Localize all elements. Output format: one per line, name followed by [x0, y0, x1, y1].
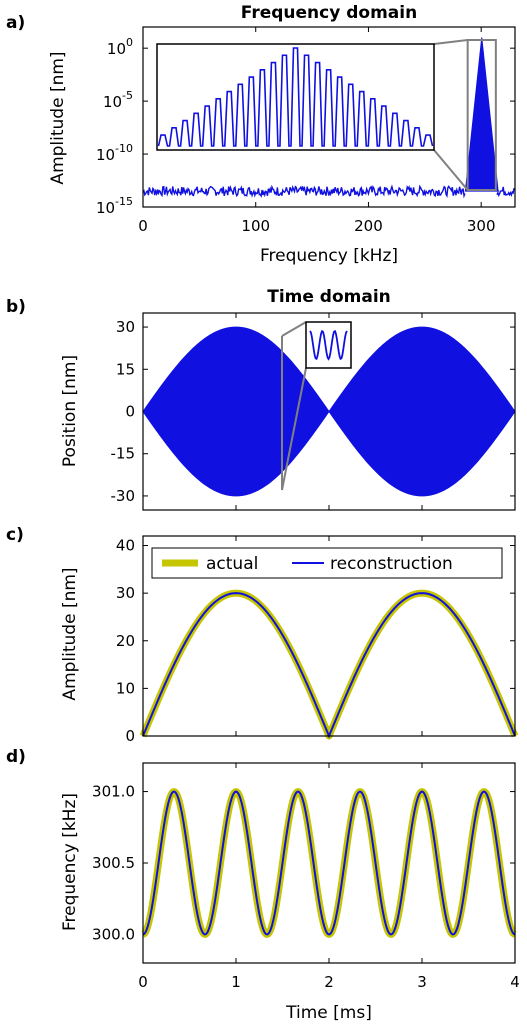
panel-d-ytick-label: 300.5: [92, 854, 135, 872]
panel-d-actual-line: [140, 788, 518, 938]
panel-b-zoom-connector: [281, 321, 307, 337]
panel-a-xtick-label: 300: [467, 217, 496, 235]
panel-a-xtick-label: 0: [138, 217, 148, 235]
panel-c-ytick-label: 30: [116, 584, 135, 602]
panel-d-reconstruction-line: [142, 790, 516, 936]
legend-reconstruction-label: reconstruction: [330, 554, 453, 574]
panel-b-ytick-label: -30: [111, 487, 136, 505]
panel-b-ytick-label: 0: [125, 403, 135, 421]
panel-a-label: a): [6, 13, 25, 33]
legend-actual-label: actual: [206, 554, 258, 574]
panel-d-frame: [142, 762, 516, 964]
panel-c-ytick-label: 10: [116, 679, 135, 697]
panel-a-ytick-label: 10-15: [96, 195, 133, 217]
panel-d-xtick-label: 3: [417, 973, 427, 991]
panel-a-xtick-label: 100: [241, 217, 270, 235]
panel-d-ytick-label: 301.0: [92, 783, 135, 801]
panel-b-title: Time domain: [267, 287, 391, 307]
panel-a-xtick-label: 200: [354, 217, 383, 235]
panel-d-xtick-label: 1: [231, 973, 241, 991]
panel-c-frame: [142, 535, 516, 737]
panel-d-label: d): [6, 747, 26, 767]
panel-a-xlabel: Frequency [kHz]: [260, 246, 398, 266]
panel-c-ytick-label: 0: [125, 727, 135, 745]
panel-a-zoom-connector: [433, 149, 469, 191]
panel-a-ytick-label: 100: [107, 36, 133, 58]
panel-a: a) Frequency domain Frequency [kHz] Ampl…: [6, 3, 516, 266]
legend-box: [151, 547, 503, 579]
panel-c: c) Amplitude [nm] 0 10 20 30 40 actual recon…: [6, 525, 519, 745]
panel-a-noise-line: [496, 186, 515, 198]
legend: actual reconstruction: [151, 547, 503, 579]
panel-b-label: b): [6, 297, 26, 317]
panel-c-label: c): [6, 525, 24, 545]
panel-a-ylabel: Amplitude [nm]: [48, 51, 68, 184]
panel-a-ytick-label: 10-10: [96, 142, 133, 164]
panel-a-inset-line: [157, 47, 434, 147]
panel-d-ytick-label: 300.0: [92, 925, 135, 943]
panel-b: b) Time domain Position [nm] 30 15 0 -15 -30: [6, 287, 516, 511]
panel-c-ylabel: Amplitude [nm]: [60, 567, 80, 700]
panel-a-noise-line: [142, 184, 466, 199]
panel-b-ylabel: Position [nm]: [60, 355, 80, 467]
panel-a-zoom-box: [466, 39, 497, 191]
panel-a-ytick-label: 10-5: [103, 89, 133, 111]
panel-d-ylabel: Frequency [kHz]: [60, 793, 80, 931]
panel-d-xtick-label: 2: [324, 973, 334, 991]
panel-d: d) Time [ms] Frequency [kHz] 0 1 2 3 4 300.0 3…: [6, 747, 520, 1023]
panel-a-frame: [142, 26, 516, 208]
panel-b-ytick-label: -15: [111, 445, 136, 463]
panel-a-zoom-connector: [433, 39, 468, 45]
panel-c-actual-line: [139, 589, 519, 740]
panel-a-peak: [464, 37, 500, 192]
panel-d-xtick-label: 4: [510, 973, 520, 991]
panel-b-inset-wave: [309, 329, 348, 361]
panel-a-inset: [156, 43, 435, 151]
panel-c-ytick-label: 20: [116, 632, 135, 650]
panel-b-ytick-label: 15: [116, 360, 135, 378]
panel-c-ytick-label: 40: [116, 537, 135, 555]
panel-d-xlabel: Time [ms]: [285, 1003, 372, 1023]
panel-b-zoom-connector: [281, 367, 307, 491]
panel-b-frame: [142, 312, 516, 511]
panel-b-ytick-label: 30: [116, 318, 135, 336]
panel-d-xtick-label: 0: [138, 973, 148, 991]
panel-a-title: Frequency domain: [241, 3, 417, 23]
